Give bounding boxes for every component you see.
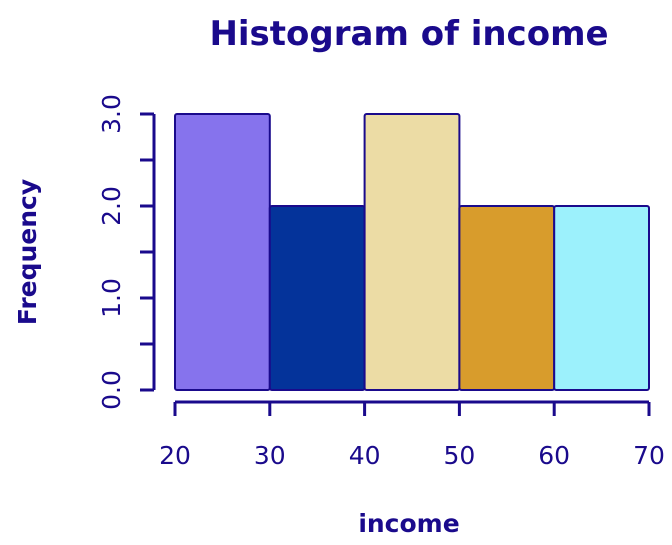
histogram-bar-2	[268, 205, 366, 391]
y-axis-label: Frequency	[13, 179, 42, 325]
histogram-bar-3	[363, 113, 461, 391]
x-tick-label: 30	[254, 441, 286, 470]
x-axis: 20 30 40 50 60 70	[159, 400, 665, 470]
y-tick-label: 1.0	[97, 278, 126, 318]
histogram-bar-1	[174, 113, 271, 391]
histogram-bar-4	[458, 205, 556, 391]
x-tick-label: 60	[538, 441, 570, 470]
x-tick-label: 40	[349, 441, 381, 470]
chart-title: Histogram of income	[209, 14, 608, 54]
histogram-bar-5	[553, 205, 651, 391]
bars-group	[174, 113, 651, 391]
y-tick-label: 3.0	[97, 94, 126, 134]
y-tick-label: 2.0	[97, 186, 126, 226]
y-axis: 0.0 1.0 2.0 3.0	[97, 94, 156, 410]
x-axis-label: income	[358, 509, 459, 538]
x-tick-label: 20	[159, 441, 191, 470]
x-tick-label: 70	[633, 441, 665, 470]
x-tick-label: 50	[443, 441, 475, 470]
y-tick-label: 0.0	[97, 370, 126, 410]
